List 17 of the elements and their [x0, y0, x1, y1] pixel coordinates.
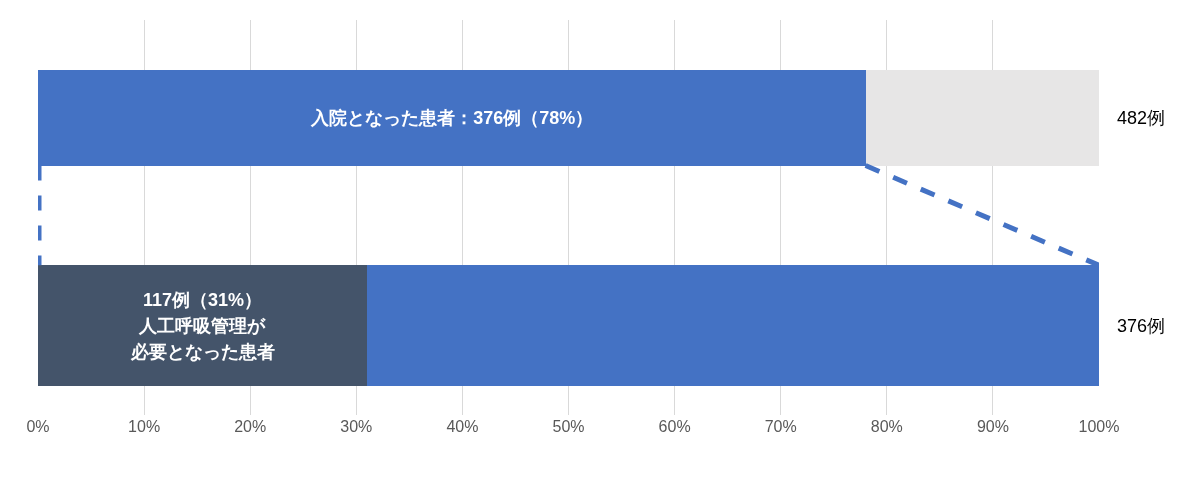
x-tick-label: 80%: [870, 418, 903, 435]
x-tick-label: 20%: [234, 418, 267, 435]
annotation: 必要となった患者: [130, 342, 275, 362]
x-tick-label: 0%: [26, 418, 50, 435]
x-tick-label: 10%: [128, 418, 161, 435]
text: 482例: [1117, 108, 1166, 128]
x-tick-label: 70%: [764, 418, 797, 435]
x-tick-label: 30%: [340, 418, 373, 435]
data-label: 入院となった患者：376例（78%）: [310, 107, 594, 128]
text: 376例: [1117, 316, 1166, 336]
annotation: 人工呼吸管理が: [138, 316, 266, 336]
x-tick-label: 60%: [658, 418, 691, 435]
annotation: 117例（31%）: [143, 290, 263, 310]
x-tick-label: 50%: [552, 418, 585, 435]
x-tick-label: 90%: [976, 418, 1009, 435]
x-tick-label: 100%: [1078, 418, 1120, 435]
x-tick-label: 40%: [446, 418, 479, 435]
